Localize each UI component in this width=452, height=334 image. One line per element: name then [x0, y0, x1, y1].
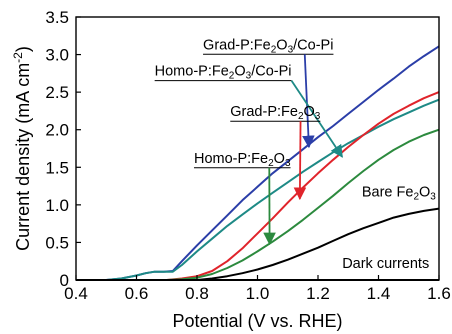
y-axis-title: Current density (mA cm-2) — [11, 46, 33, 251]
series-label-part: 2 — [268, 158, 274, 169]
y-tick-label: 3.5 — [45, 8, 69, 27]
series-label-part: 3 — [246, 71, 252, 82]
y-tick-label: 3.0 — [45, 46, 69, 65]
series-label-part: Dark currents — [342, 256, 429, 272]
series-label-part: 3 — [315, 111, 321, 122]
series-label-part: O — [304, 104, 315, 120]
series-label-part: 2 — [298, 111, 304, 122]
series-label-part: O — [419, 185, 430, 201]
x-tick-label: 1.4 — [367, 284, 391, 303]
x-tick-label: 1.2 — [306, 284, 330, 303]
y-tick-label: 2.5 — [45, 83, 69, 102]
y-axis-title-close: ) — [13, 46, 33, 52]
series-label-part: 2 — [271, 44, 277, 55]
x-tick-label: 1.6 — [427, 284, 451, 303]
x-axis-title: Potential (V vs. RHE) — [172, 311, 342, 331]
axis-ticks-group: 0.4 0.6 0.8 1.0 1.2 1.4 1.6 0 0.5 1.0 1.5 2.0 2.5 3.0… — [45, 8, 450, 303]
series-label-part: Grad-P:Fe — [203, 37, 271, 53]
series-label-part: 3 — [430, 192, 436, 203]
series-line-homo_copi — [106, 98, 440, 281]
arrow-homo_copi — [290, 80, 343, 158]
series-label-part: 2 — [229, 71, 235, 82]
y-axis-title-sup: -2 — [11, 52, 25, 63]
series-label-homo: Homo-P:Fe2O3 — [194, 151, 291, 169]
series-label-part: Homo-P:Fe — [194, 151, 268, 167]
x-tick-label: 0.4 — [64, 284, 88, 303]
y-tick-label: 1.0 — [45, 196, 69, 215]
series-label-part: 3 — [285, 158, 291, 169]
series-label-grad: Grad-P:Fe2O3 — [230, 104, 321, 122]
series-line-homo — [166, 128, 440, 281]
series-line-bare — [196, 207, 440, 281]
y-tick-label: 2.0 — [45, 121, 69, 140]
arrow-grad_copi — [302, 54, 315, 149]
series-label-part: /Co-Pi — [251, 64, 291, 80]
series-label-part: Bare Fe — [362, 185, 414, 201]
series-label-part: O — [234, 64, 245, 80]
arrow-grad — [293, 121, 307, 201]
series-label-dark: Dark currents — [342, 256, 429, 272]
y-tick-label: 0.5 — [45, 233, 69, 252]
y-tick-label: 1.5 — [45, 158, 69, 177]
series-label-part: Homo-P:Fe — [155, 64, 229, 80]
series-label-part: /Co-Pi — [293, 37, 333, 53]
y-axis-title-main: Current density (mA cm — [13, 63, 33, 251]
series-label-part: O — [274, 151, 285, 167]
series-label-grad_copi: Grad-P:Fe2O3/Co-Pi — [203, 37, 333, 55]
x-tick-label: 1.0 — [246, 284, 270, 303]
series-label-part: O — [276, 37, 287, 53]
series-label-part: 2 — [413, 192, 419, 203]
series-label-part: 3 — [288, 44, 294, 55]
x-tick-label: 0.6 — [125, 284, 149, 303]
plot-frame — [75, 16, 440, 281]
series-label-homo_copi: Homo-P:Fe2O3/Co-Pi — [155, 64, 292, 82]
x-tick-label: 0.8 — [185, 284, 209, 303]
y-tick-label: 0 — [60, 271, 69, 290]
series-label-part: Grad-P:Fe — [230, 104, 298, 120]
series-label-bare: Bare Fe2O3 — [362, 185, 436, 203]
annotations-group: Grad-P:Fe2O3/Co-PiHomo-P:Fe2O3/Co-PiGrad… — [154, 37, 436, 272]
